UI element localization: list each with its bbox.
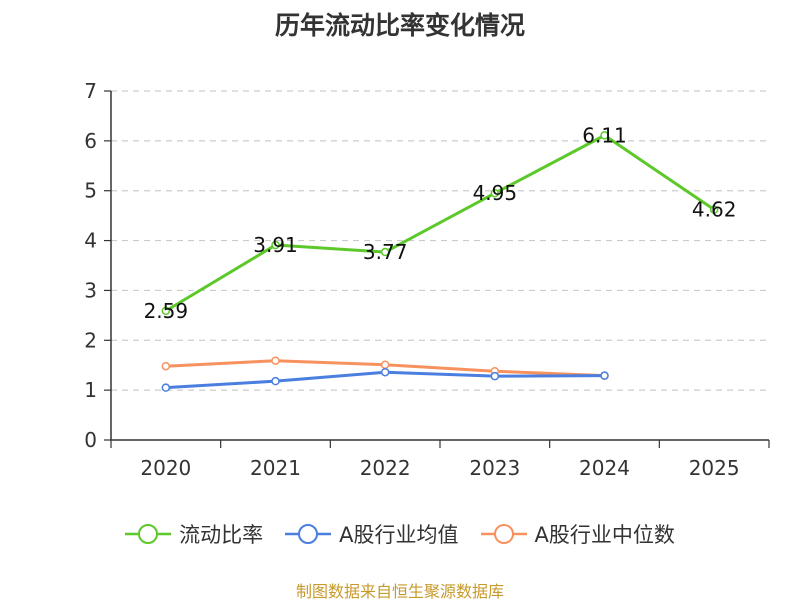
y-tick-label: 3 bbox=[84, 278, 97, 302]
data-label: 6.11 bbox=[582, 123, 627, 147]
data-point bbox=[600, 371, 609, 380]
grid-lines bbox=[111, 90, 769, 391]
axes: 0 1 2 3 4 5 6 7 2020 2021 2022 2023 2024 2025 bbox=[84, 79, 770, 480]
data-label: 4.62 bbox=[692, 198, 737, 222]
x-tick-label: 2021 bbox=[250, 456, 301, 480]
legend-item-industry-median[interactable]: A股行业中位数 bbox=[480, 519, 675, 549]
data-label: 3.91 bbox=[253, 233, 298, 257]
data-point bbox=[380, 247, 390, 257]
x-tick-label: 2022 bbox=[360, 456, 411, 480]
data-label: 4.95 bbox=[473, 181, 518, 205]
data-point bbox=[271, 240, 280, 250]
data-point bbox=[161, 383, 171, 392]
data-label: 2.59 bbox=[144, 299, 189, 323]
legend-line-icon bbox=[480, 524, 527, 544]
x-tick-label: 2020 bbox=[140, 456, 191, 480]
legend-item-industry-mean[interactable]: A股行业均值 bbox=[285, 519, 459, 549]
data-point bbox=[161, 361, 171, 371]
data-point bbox=[600, 131, 609, 140]
legend-item-current-ratio[interactable]: 流动比率 bbox=[125, 519, 263, 549]
data-point bbox=[490, 371, 500, 381]
x-tick-label: 2024 bbox=[579, 456, 630, 480]
y-tick-label: 6 bbox=[84, 129, 97, 153]
y-tick-label: 1 bbox=[84, 378, 97, 402]
source-footer: 制图数据来自恒生聚源数据库 bbox=[295, 582, 504, 601]
x-tick-label: 2025 bbox=[689, 456, 740, 480]
data-point bbox=[271, 356, 280, 365]
legend-line-icon bbox=[125, 524, 172, 544]
data-label: 3.77 bbox=[363, 240, 408, 264]
x-tick-label: 2023 bbox=[469, 456, 520, 480]
data-point bbox=[380, 360, 390, 369]
series-line bbox=[165, 133, 716, 313]
legend-line-icon bbox=[285, 524, 332, 544]
y-tick-label: 5 bbox=[84, 179, 97, 203]
legend-label: 流动比率 bbox=[179, 523, 264, 547]
data-point bbox=[161, 306, 171, 316]
y-tick-label: 2 bbox=[84, 328, 97, 352]
legend: 流动比率 A股行业均值 A股行业中位数 bbox=[0, 519, 800, 549]
data-point bbox=[271, 376, 280, 386]
data-labels: 2.59 3.91 3.77 4.95 6.11 4.62 bbox=[144, 123, 737, 322]
legend-label: A股行业中位数 bbox=[534, 523, 675, 547]
data-point bbox=[380, 367, 390, 377]
data-point bbox=[490, 188, 500, 198]
y-tick-label: 0 bbox=[84, 428, 97, 452]
data-point bbox=[709, 205, 719, 214]
chart-title: 历年流动比率变化情况 bbox=[274, 11, 525, 40]
y-tick-label: 4 bbox=[84, 229, 97, 253]
legend-label: A股行业均值 bbox=[339, 523, 459, 547]
y-tick-label: 7 bbox=[84, 79, 97, 103]
series-lines bbox=[161, 131, 719, 392]
